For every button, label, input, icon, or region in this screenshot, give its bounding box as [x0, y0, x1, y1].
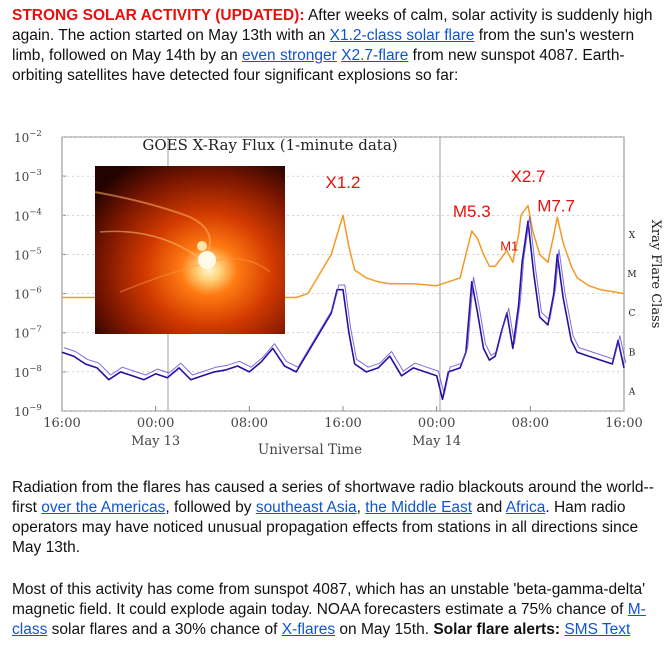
solar-flare-alerts-label: Solar flare alerts:	[433, 621, 560, 638]
americas-link[interactable]: over the Americas	[41, 499, 166, 516]
x-tick-label: 16:00	[324, 416, 361, 431]
x-tick-label: 16:00	[605, 416, 642, 431]
y-tick-exponent: −7	[29, 325, 42, 335]
blackout-text-1: Radiation from the flares has caused a s…	[12, 479, 654, 516]
even-stronger-link[interactable]: even stronger	[242, 47, 337, 64]
y-tick-label: 10−3	[14, 168, 42, 184]
y-tick-label: 10−8	[14, 364, 42, 380]
x-axis: 16:00 00:00 May 13 08:00 16:00 00:00 May 14 08:…	[43, 406, 643, 449]
middle-east-link[interactable]: the Middle East	[365, 499, 473, 516]
x-tick-label: 08:00	[231, 416, 268, 431]
intro-text-4: from new sunspot 4087. Earth-orbiting sa…	[12, 47, 625, 84]
flare-annotation: X2.7	[510, 167, 545, 186]
flare-annotation: X1.2	[326, 173, 361, 192]
x-tick-label: 08:00	[512, 416, 549, 431]
chart-title: GOES X-Ray Flux (1-minute data)	[142, 136, 397, 154]
blackout-text-3: ,	[356, 499, 366, 516]
y-tick-label: 10−7	[14, 325, 42, 341]
headline: STRONG SOLAR ACTIVITY (UPDATED):	[12, 7, 305, 24]
x-tick-label: 00:00	[137, 416, 174, 431]
y-tick-label: 10−6	[14, 286, 42, 302]
x1-2-flare-link[interactable]: X1.2-class solar flare	[329, 27, 475, 44]
radio-blackout-paragraph: Radiation from the flares has caused a s…	[12, 478, 657, 558]
southeast-asia-link[interactable]: southeast Asia	[255, 499, 357, 516]
series-line-short	[61, 220, 625, 401]
y-tick-exponent: −8	[29, 364, 42, 374]
series-line-short-companion	[63, 216, 627, 396]
y-tick-exponent: −3	[29, 168, 42, 178]
forecast-paragraph: Most of this activity has come from suns…	[12, 580, 657, 640]
blackout-text-4: and	[472, 499, 506, 516]
forecast-text-1: Most of this activity has come from suns…	[12, 581, 646, 618]
x-date-label: May 14	[412, 434, 461, 449]
flare-class-label: M	[627, 270, 636, 280]
forecast-text-3: on May 15th.	[335, 621, 434, 638]
intro-text-2: from the sun's western limb, followed on…	[12, 27, 635, 64]
flare-class-axis: X M C B A	[627, 231, 636, 398]
x-flares-link[interactable]: X-flares	[281, 621, 336, 638]
xray-flux-chart: 10−2 10−3 10−4 10−5 10−6 10−7 10−8 10−9 16:00 00…	[0, 122, 667, 467]
sun-image	[94, 166, 285, 334]
intro-paragraph: STRONG SOLAR ACTIVITY (UPDATED): After w…	[12, 6, 657, 86]
y-tick-exponent: −6	[29, 286, 42, 296]
m-class-link[interactable]: M-class	[12, 601, 646, 638]
x-axis-label: Universal Time	[258, 442, 362, 458]
y-tick-exponent: −2	[29, 129, 42, 139]
annotation-layer: X1.2 M5.3 X2.7 M1 M7.7	[326, 167, 575, 254]
africa-link[interactable]: Africa	[505, 499, 546, 516]
y-tick-label: 10−5	[14, 246, 42, 262]
y-tick-exponent: −5	[29, 246, 42, 256]
forecast-text-2: solar flares and a 30% chance of	[47, 621, 282, 638]
blackout-text-5: . Ham radio operators may have noticed u…	[12, 499, 639, 556]
flare-annotation: M7.7	[537, 196, 575, 215]
y-tick-label: 10−4	[14, 207, 42, 223]
flare-class-label: C	[629, 309, 636, 319]
y-tick-label: 10−9	[14, 403, 42, 419]
flare-class-label: X	[629, 231, 636, 241]
y-tick-exponent: −4	[29, 207, 42, 217]
y-tick-exponent: −9	[29, 403, 42, 413]
x-date-label: May 13	[131, 434, 180, 449]
intro-text-1: After weeks of calm, solar activity is s…	[12, 7, 653, 44]
flare-class-label: B	[629, 348, 636, 358]
blackout-text-2: , followed by	[165, 499, 256, 516]
flare-class-label: A	[628, 387, 636, 397]
x-tick-label: 00:00	[418, 416, 455, 431]
xray-flux-chart-svg: 10−2 10−3 10−4 10−5 10−6 10−7 10−8 10−9 16:00 00…	[14, 129, 663, 458]
flare-class-axis-label: Xray Flare Class	[648, 220, 663, 329]
flare-annotation: M5.3	[453, 202, 491, 221]
flare-annotation: M1	[500, 239, 518, 254]
x-tick-label: 16:00	[43, 416, 80, 431]
y-tick-label: 10−2	[14, 129, 42, 145]
sms-text-link[interactable]: SMS Text	[564, 621, 631, 638]
x2-7-flare-link[interactable]: X2.7-flare	[341, 47, 409, 64]
